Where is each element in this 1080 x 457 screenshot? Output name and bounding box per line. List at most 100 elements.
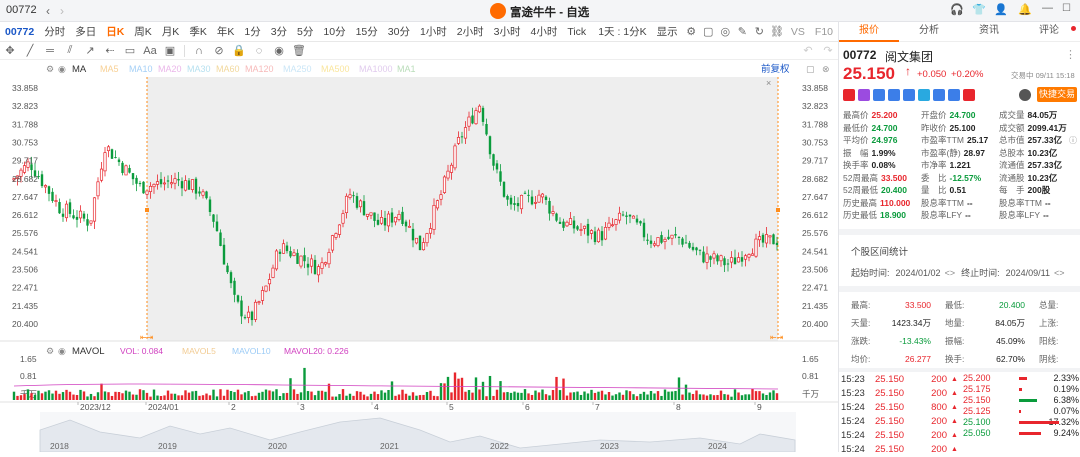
period-tab[interactable]: 3分 [270,25,288,38]
window-icon[interactable]: ▢ [806,64,815,74]
parallel-line-icon[interactable]: ⫽ [67,44,73,56]
trash-icon[interactable]: 🗑 [292,45,306,57]
camera-icon[interactable]: ◎ [720,26,731,38]
period-tab[interactable]: 1小时 [419,25,447,38]
settings-icon[interactable]: ⚙ [686,26,697,38]
undo-icon[interactable]: ↶ [803,45,813,57]
line-tool-icon[interactable]: ╱ [26,45,34,57]
quote-tab[interactable]: 资讯 [979,25,999,36]
period-tab[interactable]: 1分 [244,25,261,38]
horizontal-line-icon[interactable]: ═ [46,44,54,57]
maximize-icon[interactable]: ☐ [1062,3,1071,14]
text-tool-icon[interactable]: Aa [143,44,157,57]
quote-tab[interactable]: 分析 [919,25,939,36]
period-tab[interactable]: 季K [189,25,207,38]
ma-label[interactable]: MA [72,64,87,75]
crosshair-icon[interactable]: ✥ [5,45,15,57]
ma-item[interactable]: MA30 [187,64,211,74]
ray-icon[interactable]: ↗ [85,45,95,57]
period-tab[interactable]: 4小时 [530,25,558,38]
feature-badge-icon[interactable] [933,89,945,101]
forward-icon[interactable]: › [60,4,64,18]
bell-icon[interactable] [1019,89,1031,101]
close-range-icon[interactable]: × [766,78,771,88]
period-tab[interactable]: 5分 [297,25,314,38]
period-tab[interactable]: 周K [134,25,152,38]
eye-icon[interactable]: ◉ [58,346,66,356]
feature-badge-icon[interactable] [888,89,900,101]
period-tab[interactable]: 3小时 [493,25,521,38]
eye-icon[interactable]: ◉ [274,45,284,57]
lock-icon[interactable]: 🔒 [232,45,246,57]
end-date[interactable]: 2024/09/11 [1005,267,1050,278]
overview-area[interactable] [39,417,796,452]
start-date[interactable]: 2024/01/02 [895,267,941,278]
layout-icon[interactable]: ▢ [703,26,714,38]
rectangle-tool-icon[interactable]: ▭ [124,45,136,57]
notification-icon[interactable]: 🔔 [1018,4,1032,16]
range-handle-icon[interactable]: ⇤⇥ [140,333,154,342]
ma-item[interactable]: MA1 [397,64,416,74]
feature-badge-icon[interactable] [948,89,960,101]
range-selection[interactable] [147,77,778,341]
help-icon[interactable]: ⓘ [1069,136,1077,145]
ma-item[interactable]: MA250 [283,64,312,74]
period-tab[interactable]: 2小时 [456,25,484,38]
shirt-icon[interactable]: 👕 [972,4,986,16]
ma-item[interactable]: MA60 [216,64,240,74]
period-tab[interactable]: 日K [106,25,125,38]
ma-item[interactable]: MA10 [129,64,153,74]
ma-item[interactable]: MA20 [158,64,182,74]
period-tab[interactable]: 30分 [387,25,410,38]
hide-icon[interactable]: ◌ [255,44,263,57]
eye-icon[interactable]: ◉ [58,64,66,74]
period-tab[interactable]: 1天 : 1分K [598,25,647,38]
arrow-tool-icon[interactable]: ⇠ [105,45,115,57]
period-tab[interactable]: 10分 [323,25,346,38]
stock-code-label[interactable]: 00772 [5,25,35,38]
ma-item[interactable]: MA500 [321,64,350,74]
display-menu[interactable]: 显示 [656,25,678,38]
feature-badge-icon[interactable] [918,89,930,101]
settings-icon[interactable]: ⚙ [46,346,54,356]
period-tab[interactable]: 分时 [44,25,66,38]
feature-badge-icon[interactable] [843,89,855,101]
mavol-label[interactable]: MAVOL [72,346,105,357]
feature-badge-icon[interactable] [873,89,885,101]
period-tab[interactable]: 多日 [75,25,97,38]
end-adjust-icon[interactable]: <> [1053,267,1065,278]
redo-icon[interactable]: ↷ [823,45,833,57]
ma-item[interactable]: MA1000 [359,64,393,74]
magnet-icon[interactable]: ∩ [195,44,203,57]
feature-badge-icon[interactable] [963,89,975,101]
quote-tab[interactable]: 报价 [839,22,899,42]
minimize-icon[interactable]: — [1042,2,1053,14]
settings-icon[interactable]: ⚙ [46,64,54,74]
kline-chart[interactable]: ⚙ ◉ MA MA5 MA10 MA20 MA30 MA60 MA120 MA250 MA500 MA… [0,60,838,452]
range-handle-icon[interactable]: ⇤⇥ [770,333,784,342]
period-tab[interactable]: 15分 [355,25,378,38]
ma-item[interactable]: MA120 [245,64,274,74]
start-adjust-icon[interactable]: <> [944,267,956,278]
user-icon[interactable]: 👤 [994,4,1008,16]
vs-button[interactable]: VS [790,25,805,38]
f10-button[interactable]: F10 [814,25,834,38]
close-chart-icon[interactable]: ⊗ [822,64,830,74]
refresh-icon[interactable]: ↻ [754,26,765,38]
back-icon[interactable]: ‹ [46,4,50,18]
link-icon[interactable]: ⛓ [769,26,784,38]
more-icon[interactable]: ⋮ [1065,49,1076,61]
feature-badge-icon[interactable] [903,89,915,101]
period-tab[interactable]: 月K [161,25,180,38]
feature-badge-icon[interactable] [858,89,870,101]
quick-trade-button[interactable]: 快捷交易 [1037,87,1077,102]
headset-icon[interactable]: 🎧 [950,4,964,16]
ruler-icon[interactable]: ⊘ [214,45,224,57]
edit-icon[interactable]: ✎ [737,26,747,38]
image-tool-icon[interactable]: ▣ [164,45,176,57]
ma-item[interactable]: MA5 [100,64,119,74]
period-tab[interactable]: Tick [567,25,587,38]
adjust-mode[interactable]: 前复权 [761,63,790,75]
period-tab[interactable]: 年K [216,25,235,38]
quote-tab[interactable]: 评论 [1039,25,1059,36]
